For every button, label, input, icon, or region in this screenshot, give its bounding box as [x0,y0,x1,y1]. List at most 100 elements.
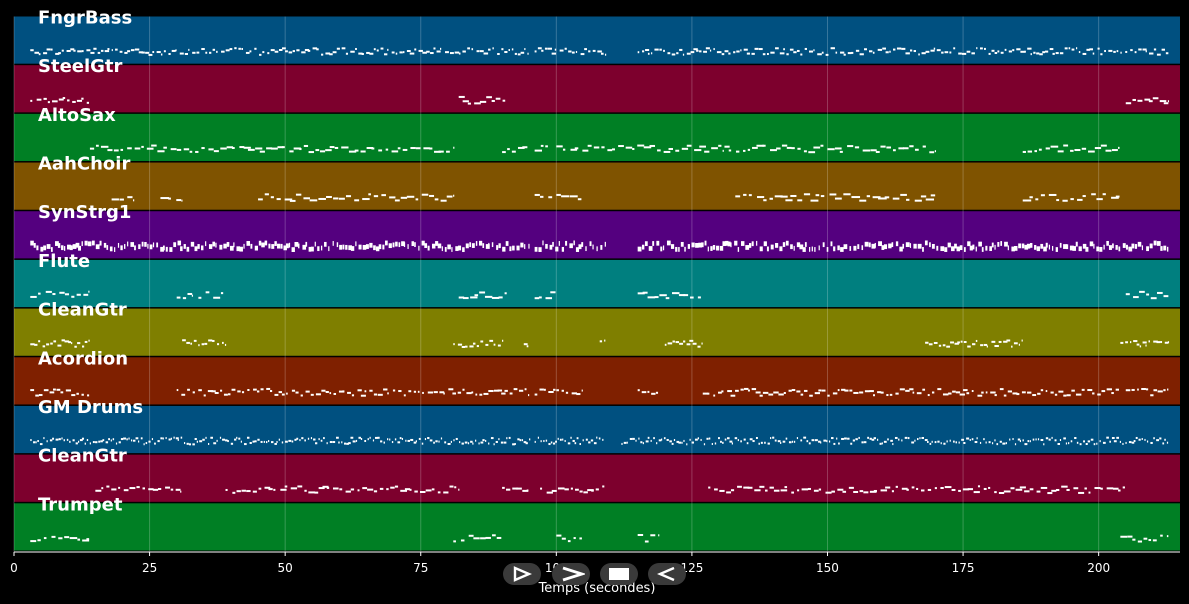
stop-button[interactable] [600,563,638,585]
note [901,47,906,50]
note [338,390,345,393]
note [797,147,801,150]
note [168,53,171,56]
note [367,488,374,491]
note [429,194,435,197]
note [1029,196,1033,199]
note [691,242,695,248]
note [683,340,686,343]
note [502,151,506,154]
note [138,440,140,443]
note [491,99,495,102]
note [722,149,724,152]
note [319,150,326,153]
note [885,486,891,489]
note [746,52,750,55]
note [625,146,633,149]
note [808,151,816,154]
note [43,52,48,55]
note [524,244,526,249]
note [727,437,730,440]
note [1137,540,1143,543]
note [332,241,334,246]
note [1027,391,1032,394]
note [479,100,487,103]
note [977,485,981,488]
note [84,340,88,343]
forward-button[interactable] [552,563,590,585]
note [966,392,970,395]
note [476,345,479,348]
note [568,50,572,53]
note [231,388,236,391]
note [209,51,212,54]
note [398,242,401,248]
note [288,439,292,442]
note [30,439,32,442]
note [781,144,788,147]
note [71,394,76,397]
note [467,102,471,105]
x-axis: 0255075100125150175200 [10,551,1180,575]
note [686,443,688,446]
note [1096,246,1100,252]
note [1167,341,1170,344]
note [1156,341,1161,344]
note [668,147,673,150]
note [775,243,779,248]
play-button[interactable] [503,563,541,585]
note [436,50,441,53]
note [773,391,779,394]
note [402,51,405,54]
note [234,438,237,441]
note [873,394,875,397]
rewind-button[interactable] [648,563,686,585]
note [69,440,71,443]
note [471,391,474,394]
note [1056,199,1060,202]
note [231,147,235,150]
note [581,389,583,392]
note [545,439,548,442]
note [593,442,597,445]
note [1074,437,1077,440]
note [52,437,55,440]
note [377,393,383,396]
note [320,245,323,251]
note [508,436,511,439]
note [1054,439,1057,442]
note [364,390,367,393]
note [475,439,477,442]
note [665,297,670,300]
note [579,490,583,493]
note [649,144,656,147]
note [141,241,144,247]
note [437,491,441,494]
note [783,48,785,51]
note [1097,393,1101,396]
note [216,439,218,442]
note [1105,149,1112,152]
note [647,390,650,393]
note [333,197,339,200]
note [443,392,445,395]
note [575,488,579,491]
note [1022,439,1024,442]
note [1128,441,1132,444]
note [871,438,875,441]
note [927,394,930,397]
note [307,49,311,52]
note [693,48,698,51]
note [955,391,961,394]
note [941,51,944,54]
note [895,241,899,247]
note [352,440,356,443]
note [1040,389,1044,392]
note [304,439,306,442]
note [1091,193,1096,196]
note [565,391,569,394]
note [611,148,615,151]
note [289,199,296,202]
note [718,144,722,147]
note [579,537,582,540]
